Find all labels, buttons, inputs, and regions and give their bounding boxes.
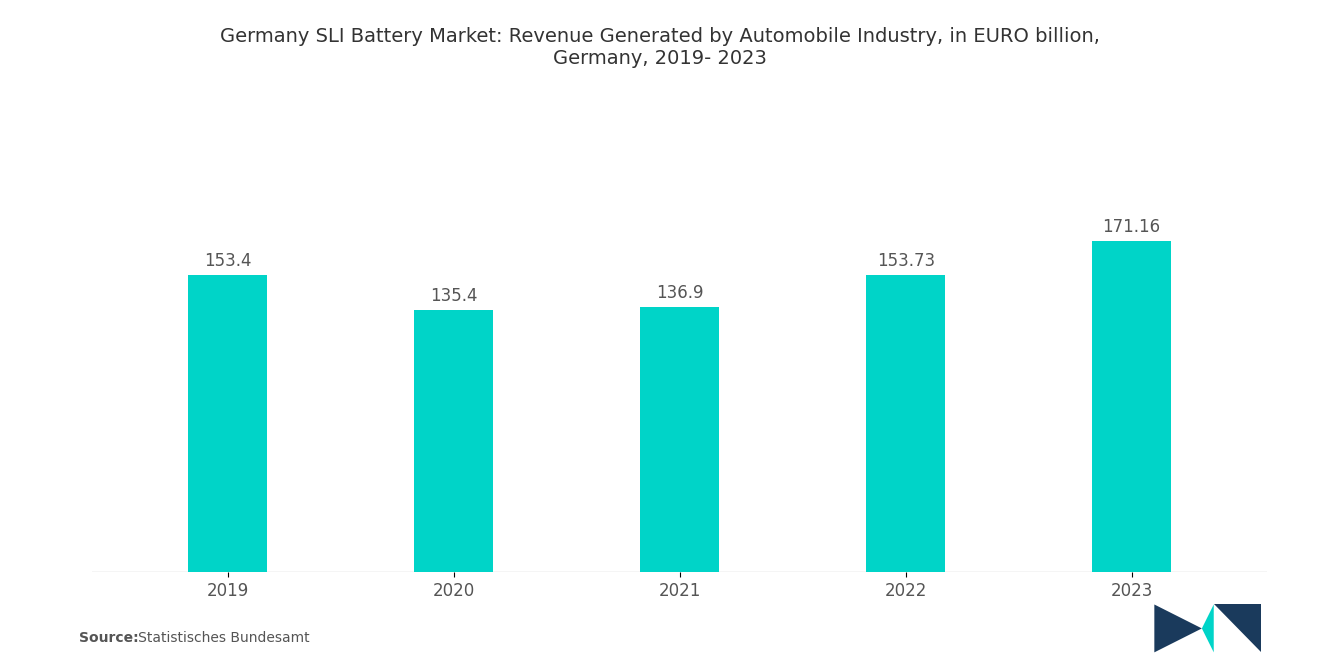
Bar (1092, 241, 1171, 572)
Bar (866, 275, 945, 572)
Text: Statistisches Bundesamt: Statistisches Bundesamt (125, 631, 310, 645)
Text: 153.73: 153.73 (876, 251, 935, 270)
Text: 135.4: 135.4 (430, 287, 478, 305)
Text: 171.16: 171.16 (1102, 218, 1160, 236)
Bar (414, 310, 494, 572)
Text: 136.9: 136.9 (656, 284, 704, 302)
Text: Germany SLI Battery Market: Revenue Generated by Automobile Industry, in EURO bi: Germany SLI Battery Market: Revenue Gene… (220, 27, 1100, 68)
Bar (189, 275, 268, 572)
Bar (640, 307, 719, 572)
Text: Source:: Source: (79, 631, 139, 645)
Text: 153.4: 153.4 (205, 252, 252, 270)
